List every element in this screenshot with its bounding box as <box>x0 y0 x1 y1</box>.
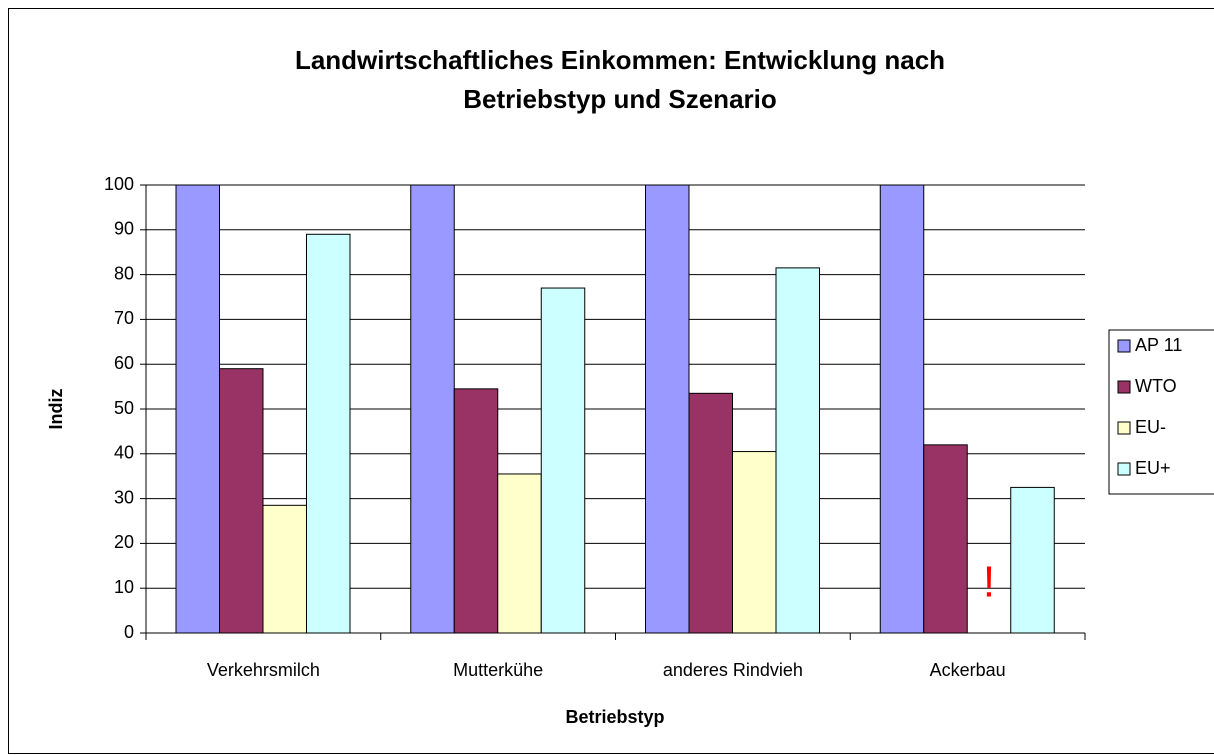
bar <box>453 388 499 634</box>
bar <box>879 184 925 634</box>
legend-label: EU- <box>1135 417 1166 437</box>
bar <box>262 504 307 634</box>
y-tick-label: 40 <box>114 443 134 463</box>
legend-swatch <box>1117 380 1131 394</box>
bar <box>410 184 455 634</box>
legend-label: AP 11 <box>1135 335 1182 355</box>
x-tick-label: anderes Rindvieh <box>663 660 803 680</box>
y-tick-label: 80 <box>114 263 134 283</box>
legend-swatch <box>1117 421 1131 435</box>
bar <box>775 267 820 634</box>
bar <box>645 184 690 634</box>
y-tick-label: 20 <box>114 532 134 552</box>
y-tick-label: 70 <box>114 308 134 328</box>
y-tick-label: 30 <box>114 487 134 507</box>
legend-swatch <box>1117 339 1131 353</box>
y-axis-title: Indiz <box>46 389 66 430</box>
y-tick-label: 60 <box>114 353 134 373</box>
legend-label: WTO <box>1135 376 1177 396</box>
legend-label: EU+ <box>1135 458 1171 478</box>
x-tick-label: Ackerbau <box>930 660 1006 680</box>
bar <box>688 392 733 634</box>
y-tick-label: 100 <box>104 174 134 194</box>
chart-title: Betriebstyp und Szenario <box>463 84 777 114</box>
chart-title: Landwirtschaftliches Einkommen: Entwickl… <box>295 45 945 75</box>
y-tick-label: 50 <box>114 398 134 418</box>
bar <box>540 287 586 634</box>
x-tick-label: Mutterkühe <box>453 660 543 680</box>
bar <box>306 233 351 634</box>
legend-swatch <box>1117 462 1131 476</box>
bar <box>732 451 777 634</box>
bar <box>175 184 220 634</box>
y-tick-label: 10 <box>114 577 134 597</box>
y-tick-label: 0 <box>124 622 134 642</box>
y-tick-label: 90 <box>114 219 134 239</box>
bar <box>497 473 542 634</box>
bar <box>923 444 968 634</box>
bar <box>219 368 264 634</box>
bar <box>1010 486 1055 634</box>
x-tick-label: Verkehrsmilch <box>207 660 320 680</box>
x-axis-title: Betriebstyp <box>565 707 664 727</box>
annotation: ! <box>983 558 995 607</box>
